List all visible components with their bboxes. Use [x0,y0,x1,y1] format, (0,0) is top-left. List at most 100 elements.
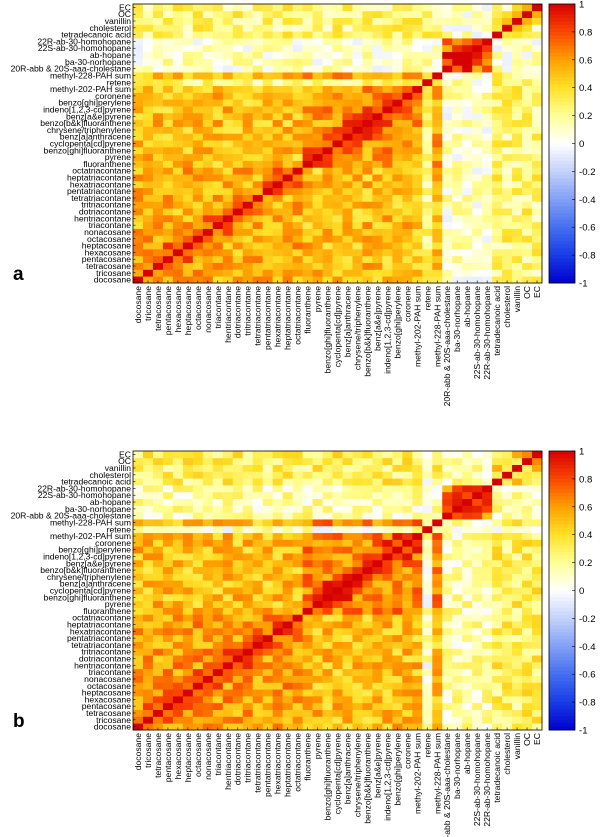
heatmap-cell [172,17,184,25]
heatmap-cell [152,566,164,574]
heatmap-cell [492,153,503,161]
heatmap-cell [242,17,254,25]
heatmap-cell [272,153,284,161]
heatmap-cell [322,242,333,250]
heatmap-cell [172,160,184,168]
heatmap-cell [362,546,373,554]
heatmap-cell [312,702,323,710]
heatmap-cell [322,655,333,663]
heatmap-cell [302,471,313,479]
heatmap-cell [452,539,463,547]
y-tick-label: tetradecanoic acid [61,477,131,487]
heatmap-cell [412,133,423,141]
heatmap-cell [392,85,403,93]
heatmap-cell [302,532,313,540]
heatmap-cell [252,498,264,506]
heatmap-cell [262,464,274,472]
colorbar-segment [549,639,575,644]
heatmap-cell [422,24,433,32]
heatmap-cell [152,17,164,25]
heatmap-cell [222,600,234,608]
heatmap-cell [162,573,174,581]
heatmap-cell [502,194,513,202]
heatmap-cell [152,51,164,59]
heatmap-cell [332,126,343,134]
heatmap-cell [222,532,234,540]
heatmap-cell [472,532,483,540]
colorbar-segment [549,590,575,595]
heatmap-cell [152,235,164,243]
heatmap-cell [252,201,264,209]
heatmap-cell [412,146,423,155]
heatmap-cell [382,31,393,39]
heatmap-cell [492,498,503,506]
heatmap-cell [382,539,393,547]
heatmap-cell [532,600,543,608]
heatmap-cell [342,242,353,250]
heatmap-cell [372,648,383,656]
heatmap-cell [422,689,433,697]
heatmap-cell [492,201,503,209]
heatmap-cell [402,133,413,141]
heatmap-cell [312,126,323,134]
heatmap-cell [532,235,543,243]
heatmap-cell [472,485,483,493]
heatmap-cell [342,208,353,216]
colorbar-segment [549,517,575,522]
heatmap-cell [432,553,443,561]
heatmap-cell [432,695,443,704]
heatmap-cell [352,31,363,39]
heatmap-cell [272,668,284,676]
heatmap-cell [222,607,234,615]
heatmap-cell [522,17,533,25]
heatmap-cell [492,675,503,683]
heatmap-cell [142,702,154,710]
heatmap-cell [502,464,513,472]
heatmap-cell [372,214,383,223]
heatmap-cell [202,491,214,500]
heatmap-cell [272,519,284,527]
heatmap-cell [252,627,264,636]
heatmap-cell [412,498,423,506]
heatmap-cell [162,17,174,25]
heatmap-cell [452,546,463,554]
heatmap-cell [402,160,413,168]
heatmap-cell [272,709,284,717]
heatmap-cell [222,593,234,602]
heatmap-cell [492,546,503,554]
heatmap-cell [252,10,264,18]
heatmap-cell [252,505,264,513]
heatmap-cell [142,553,154,561]
heatmap-cell [382,140,393,148]
heatmap-cell [362,112,373,121]
heatmap-cell [212,566,224,574]
heatmap-cell [142,695,154,704]
heatmap-cell [462,519,473,527]
heatmap-cell [272,106,284,114]
heatmap-cell [242,457,254,465]
heatmap-cell [272,634,284,642]
heatmap-cell [212,668,224,676]
heatmap-cell [242,498,254,506]
heatmap-cell [292,512,303,520]
heatmap-cell [133,553,144,561]
heatmap-cell [472,641,483,649]
heatmap-cell [502,99,513,107]
heatmap-cell [202,180,214,189]
heatmap-cell [242,126,254,134]
heatmap-cell [192,31,204,39]
heatmap-cell [172,174,184,182]
heatmap-cell [452,566,463,574]
heatmap-cell [182,553,194,561]
heatmap-cell [172,38,184,46]
colorbar-tick-label: -0.4 [579,195,596,206]
heatmap-cell [292,262,303,270]
x-tick-label: tetradecanoic acid [492,733,502,803]
heatmap-cell [312,10,323,18]
heatmap-cell [372,99,383,107]
x-tick-label: EC [532,733,542,745]
heatmap-cell [133,702,144,710]
heatmap-cell [133,65,144,73]
heatmap-cell [292,491,303,500]
heatmap-cell [502,262,513,270]
